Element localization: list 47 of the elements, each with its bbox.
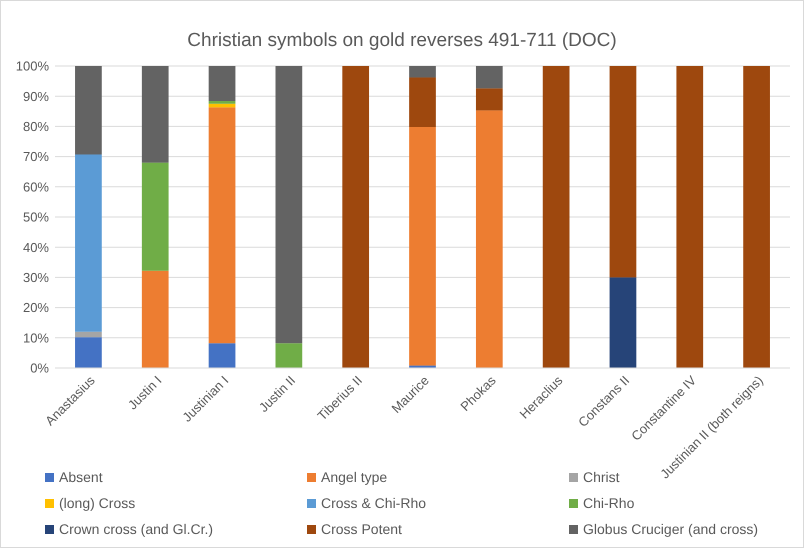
y-tick-label: 80% — [22, 118, 50, 134]
bar — [142, 162, 169, 271]
bar — [676, 66, 704, 368]
bar — [743, 66, 770, 368]
bar — [476, 110, 503, 368]
bar — [476, 66, 503, 88]
bar — [208, 66, 236, 102]
legend-label: Cross Potent — [321, 521, 402, 537]
y-tick-label: 0% — [30, 360, 50, 376]
bar — [208, 104, 236, 108]
bar — [409, 66, 436, 78]
bar — [276, 66, 302, 344]
legend-label: Christ — [583, 469, 620, 485]
bar — [542, 66, 570, 368]
bar — [208, 107, 236, 344]
y-tick-label: 40% — [22, 240, 50, 255]
bar — [610, 66, 636, 278]
bar — [409, 127, 436, 366]
bar — [409, 77, 436, 128]
bar — [142, 270, 169, 368]
bar — [75, 66, 102, 154]
y-tick-label: 90% — [22, 88, 50, 104]
bar — [276, 343, 302, 368]
bar — [208, 101, 236, 104]
bar — [75, 154, 102, 332]
bar — [75, 337, 102, 368]
legend-label: Crown cross (and Gl.Cr.) — [59, 521, 214, 537]
y-tick-label: 60% — [22, 179, 50, 194]
legend-label: Angel type — [321, 469, 388, 485]
y-tick-label: 10% — [22, 330, 50, 346]
bar — [342, 66, 370, 368]
y-tick-label: 30% — [22, 270, 50, 285]
legend-label: Cross & Chi-Rho — [321, 495, 426, 511]
y-tick-label: 50% — [22, 210, 50, 225]
chart-title: Christian symbols on gold reverses 491-711 (DOC) — [187, 30, 617, 51]
bar — [142, 66, 169, 163]
legend-label: Chi-Rho — [583, 495, 635, 511]
bar — [75, 332, 102, 338]
y-tick-label: 70% — [22, 149, 50, 164]
y-tick-label: 100% — [16, 58, 50, 74]
legend-label: Globus Cruciger (and cross) — [583, 521, 758, 537]
y-tick-label: 20% — [22, 300, 50, 316]
legend-label: (long) Cross — [59, 495, 136, 511]
bar — [208, 343, 236, 368]
legend-label: Absent — [59, 469, 103, 485]
bar — [476, 88, 503, 110]
bar — [610, 277, 636, 368]
